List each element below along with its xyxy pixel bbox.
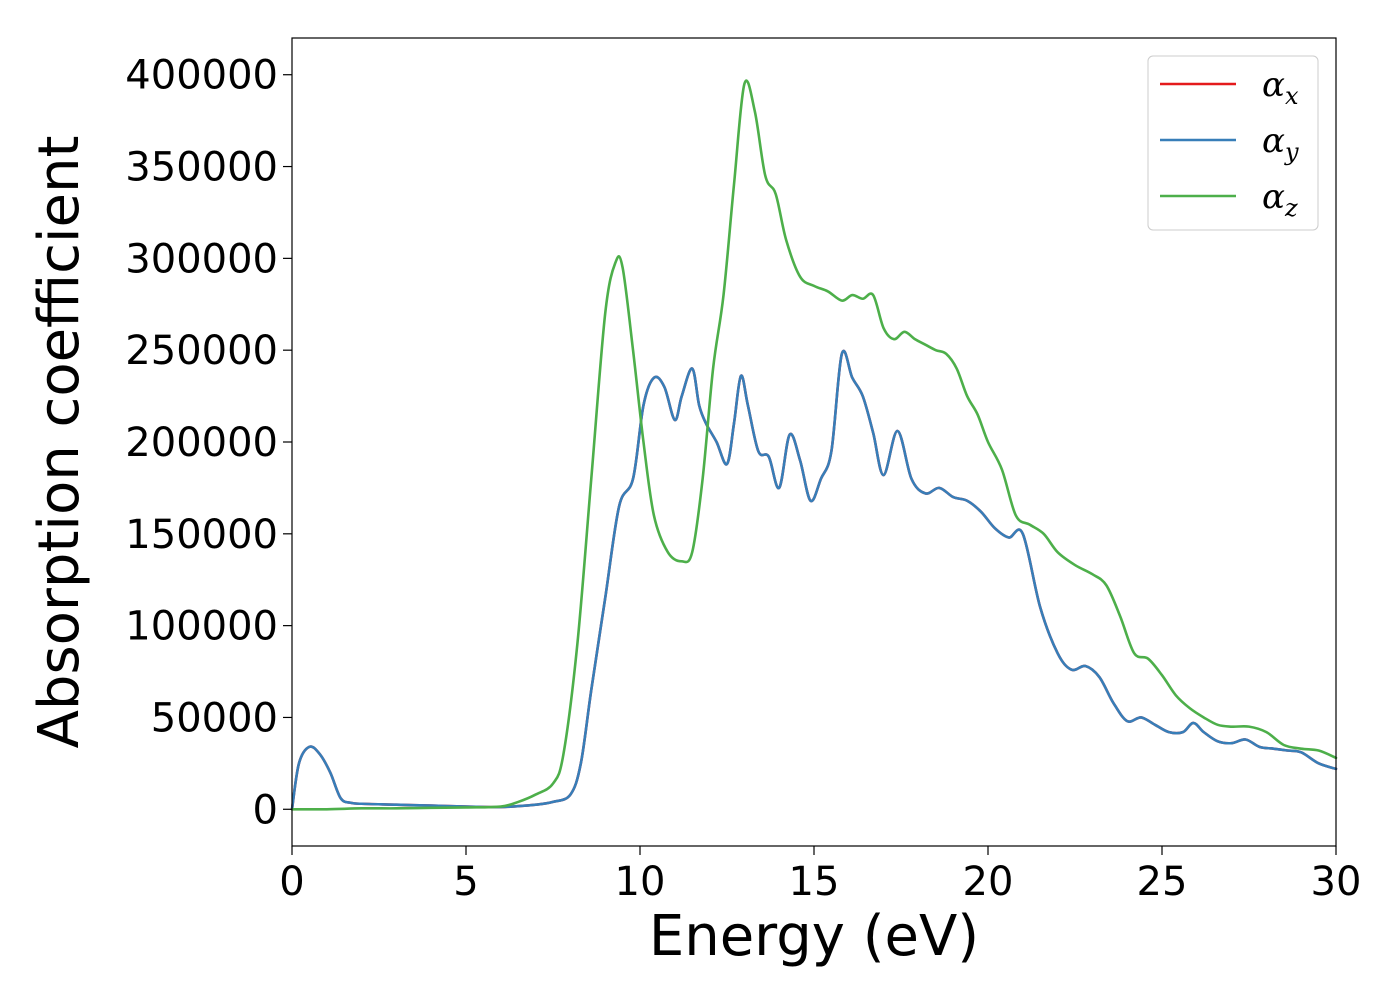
y-tick-label: 250000 xyxy=(125,328,278,374)
legend-label-alpha-x: αx xyxy=(1262,65,1299,110)
y-axis: 0 50000 100000 150000 200000 250000 300000 3500… xyxy=(125,53,292,833)
x-tick-label: 30 xyxy=(1311,859,1362,905)
x-tick-label: 5 xyxy=(453,859,478,905)
x-tick-label: 10 xyxy=(615,859,666,905)
legend-box xyxy=(1147,55,1319,231)
x-tick-label: 25 xyxy=(1137,859,1188,905)
y-tick-label: 50000 xyxy=(151,695,278,741)
legend-label-alpha-y: αy xyxy=(1262,121,1299,166)
series-line-alpha-z xyxy=(290,79,1338,811)
y-tick-label: 150000 xyxy=(125,512,278,558)
x-axis: 0 5 10 15 20 25 30 xyxy=(279,846,1361,905)
x-axis-title: Energy (eV) xyxy=(649,904,979,969)
series-line-alpha-y xyxy=(290,349,1338,811)
y-tick-label: 200000 xyxy=(125,420,278,466)
y-tick-label: 0 xyxy=(253,787,278,833)
y-tick-label: 300000 xyxy=(125,236,278,282)
x-tick-label: 15 xyxy=(789,859,840,905)
y-tick-label: 400000 xyxy=(125,53,278,99)
y-tick-label: 350000 xyxy=(125,145,278,191)
y-tick-label: 100000 xyxy=(125,604,278,650)
y-axis-title: Absorption coefficient xyxy=(27,136,92,749)
legend: αx αy αz xyxy=(1147,55,1319,231)
series-layer xyxy=(290,79,1338,811)
x-tick-label: 0 xyxy=(279,859,304,905)
legend-label-alpha-z: αz xyxy=(1262,177,1298,222)
x-tick-label: 20 xyxy=(963,859,1014,905)
